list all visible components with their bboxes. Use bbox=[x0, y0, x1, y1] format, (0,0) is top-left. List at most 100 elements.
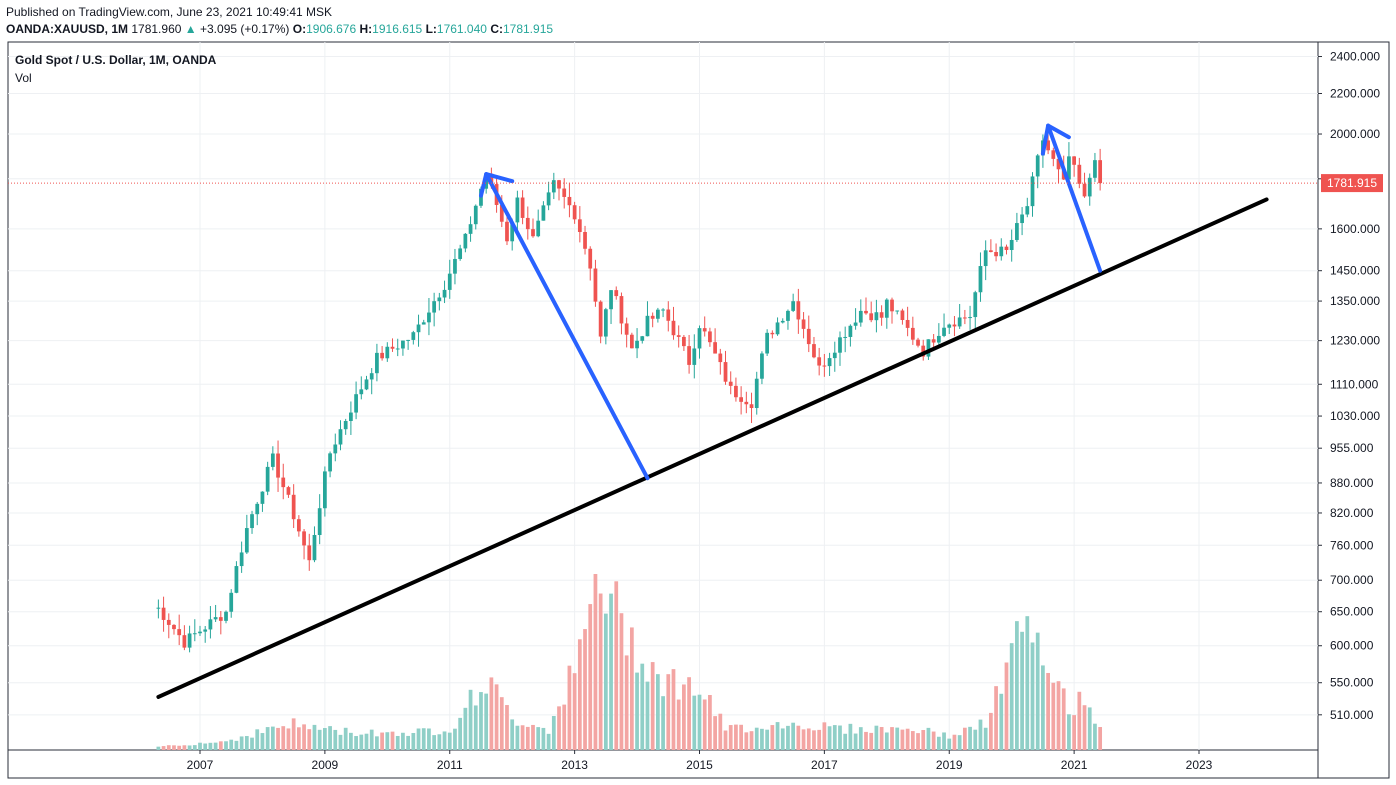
volume-bar bbox=[401, 732, 405, 750]
candle-body bbox=[822, 365, 827, 367]
candlestick-series bbox=[156, 131, 1103, 653]
volume-bar bbox=[364, 733, 369, 750]
candle-body bbox=[349, 412, 353, 421]
candle-body bbox=[760, 353, 764, 379]
volume-bar bbox=[192, 745, 197, 750]
time-axis[interactable]: 2007 2009 2011 2013 2015 2017 2019 2021 2023 bbox=[187, 750, 1213, 772]
volume-bar bbox=[312, 724, 317, 750]
close-label: C: bbox=[490, 22, 503, 36]
volume-bar bbox=[853, 733, 858, 750]
volume-bar bbox=[473, 705, 478, 750]
candle-body bbox=[369, 373, 374, 380]
candle-body bbox=[437, 297, 442, 302]
volume-bar bbox=[182, 745, 187, 750]
volume-bar bbox=[276, 727, 280, 750]
volume-bar bbox=[806, 728, 811, 750]
volume-bar bbox=[765, 729, 770, 750]
volume-bar bbox=[343, 727, 348, 750]
candle-body bbox=[323, 471, 327, 509]
volume-bar bbox=[687, 677, 691, 750]
annotation-line[interactable] bbox=[1046, 123, 1103, 273]
volume-bar bbox=[1020, 631, 1024, 750]
volume-bar bbox=[999, 693, 1004, 750]
volume-bar bbox=[229, 739, 234, 750]
y-tick-label: 1450.000 bbox=[1330, 264, 1380, 278]
open-label: O: bbox=[292, 22, 307, 36]
candle-body bbox=[1051, 150, 1056, 159]
candle-body bbox=[817, 357, 822, 366]
candle-body bbox=[624, 323, 629, 335]
candle-body bbox=[952, 324, 957, 327]
y-tick-label: 820.000 bbox=[1330, 506, 1374, 520]
candle-body bbox=[827, 358, 832, 367]
candle-body bbox=[718, 353, 723, 363]
volume-bar bbox=[328, 726, 332, 750]
candle-body bbox=[1087, 177, 1092, 197]
volume-bar bbox=[869, 732, 874, 750]
candle-body bbox=[749, 404, 754, 409]
candle-body bbox=[302, 531, 306, 546]
candle-body bbox=[682, 336, 686, 347]
candle-body bbox=[765, 332, 770, 354]
candle-body bbox=[603, 309, 608, 337]
candle-body bbox=[390, 346, 395, 349]
y-tick-label: 880.000 bbox=[1330, 476, 1374, 490]
volume-bar bbox=[708, 694, 712, 750]
volume-bar bbox=[749, 731, 754, 750]
volume-bar bbox=[713, 716, 717, 750]
candle-body bbox=[697, 328, 702, 349]
candle-body bbox=[1025, 206, 1030, 215]
y-tick-label: 2000.000 bbox=[1330, 127, 1380, 141]
candle-body bbox=[734, 385, 738, 398]
candle-body bbox=[562, 188, 567, 197]
volume-bar bbox=[978, 719, 983, 750]
support-trendline[interactable] bbox=[156, 197, 1269, 699]
volume-bar bbox=[260, 733, 265, 750]
candle-body bbox=[619, 296, 624, 324]
candle-body bbox=[338, 429, 343, 445]
volume-bar bbox=[931, 731, 936, 750]
volume-bar bbox=[468, 689, 473, 750]
price-axis[interactable]: 2400.0002200.0002000.0001800.0001600.000… bbox=[1318, 50, 1380, 722]
volume-bar bbox=[838, 725, 842, 750]
y-tick-label: 1230.000 bbox=[1330, 334, 1380, 348]
candle-body bbox=[406, 339, 410, 341]
annotation-line[interactable] bbox=[479, 172, 515, 198]
candle-body bbox=[354, 394, 358, 413]
volume-bar bbox=[359, 734, 364, 750]
candle-body bbox=[1077, 164, 1082, 184]
drawings bbox=[156, 123, 1269, 699]
volume-bar bbox=[864, 731, 868, 750]
volume-bar bbox=[728, 725, 733, 750]
annotation-line[interactable] bbox=[1040, 123, 1071, 156]
volume-bar bbox=[796, 725, 801, 750]
candle-body bbox=[999, 246, 1004, 257]
volume-bar bbox=[390, 731, 395, 750]
candle-body bbox=[432, 301, 437, 313]
volume-bar bbox=[822, 722, 827, 750]
volume-bar bbox=[416, 728, 421, 750]
volume-bar bbox=[973, 729, 978, 750]
volume-bar bbox=[239, 736, 244, 750]
candle-body bbox=[224, 611, 228, 621]
volume-bar bbox=[910, 731, 915, 750]
candle-body bbox=[739, 397, 743, 402]
annotation-line[interactable] bbox=[484, 172, 650, 481]
candle-body bbox=[661, 309, 665, 311]
volume-bar bbox=[1015, 621, 1019, 750]
volume-bar bbox=[952, 734, 957, 750]
candle-body bbox=[832, 352, 837, 359]
candle-body bbox=[874, 312, 879, 321]
volume-bar bbox=[369, 729, 374, 750]
volume-bar bbox=[1004, 662, 1009, 750]
volume-bar bbox=[479, 692, 483, 750]
candle-body bbox=[962, 317, 967, 319]
candle-body bbox=[635, 340, 639, 349]
volume-bar bbox=[983, 727, 988, 750]
x-tick-label: 2019 bbox=[936, 758, 963, 772]
x-tick-label: 2013 bbox=[561, 758, 588, 772]
volume-bar bbox=[609, 593, 613, 750]
candle-body bbox=[1009, 239, 1014, 251]
volume-bar bbox=[244, 736, 249, 750]
